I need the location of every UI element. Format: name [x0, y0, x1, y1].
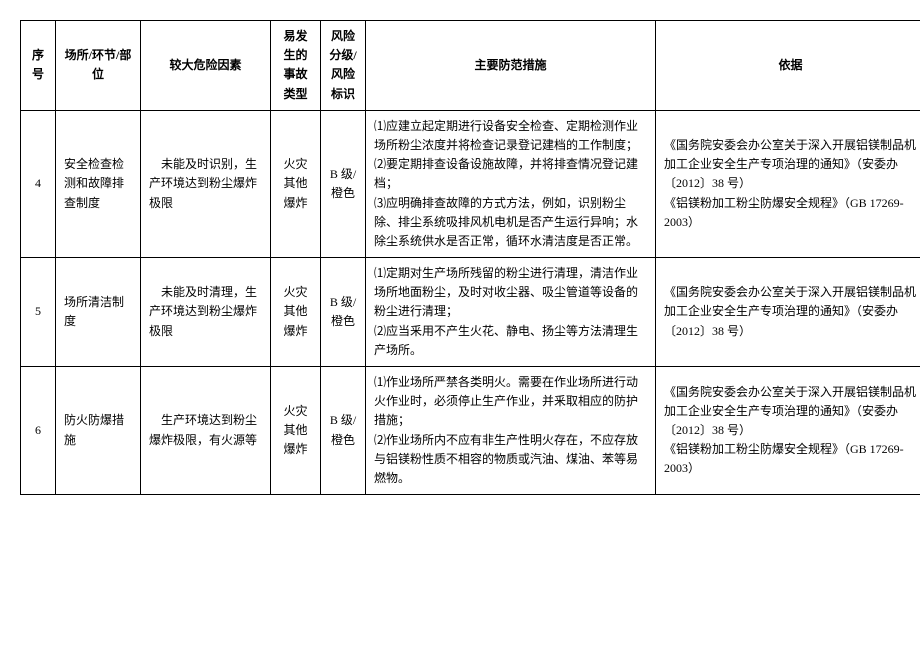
cell-accident: 火灾其他爆炸 [271, 258, 321, 367]
cell-measures: ⑴定期对生产场所残留的粉尘进行清理，清洁作业场所地面粉尘，及时对收尘器、吸尘管道… [366, 258, 656, 367]
cell-risk: B 级/橙色 [321, 367, 366, 495]
header-basis: 依据 [656, 21, 920, 111]
cell-basis: 《国务院安委会办公室关于深入开展铝镁制品机加工企业安全生产专项治理的通知》（安委… [656, 110, 920, 257]
cell-seq: 4 [21, 110, 56, 257]
table-header: 序号 场所/环节/部位 较大危险因素 易发生的事故类型 风险分级/风险标识 主要… [21, 21, 920, 111]
header-risk: 风险分级/风险标识 [321, 21, 366, 111]
risk-table: 序号 场所/环节/部位 较大危险因素 易发生的事故类型 风险分级/风险标识 主要… [20, 20, 920, 495]
table-row: 5 场所清洁制度 未能及时清理，生产环境达到粉尘爆炸极限 火灾其他爆炸 B 级/… [21, 258, 920, 367]
header-seq: 序号 [21, 21, 56, 111]
cell-hazard: 生产环境达到粉尘爆炸极限，有火源等 [141, 367, 271, 495]
cell-hazard: 未能及时识别，生产环境达到粉尘爆炸极限 [141, 110, 271, 257]
cell-measures: ⑴应建立起定期进行设备安全检查、定期检测作业场所粉尘浓度并将检查记录登记建档的工… [366, 110, 656, 257]
table-row: 4 安全检查检测和故障排查制度 未能及时识别，生产环境达到粉尘爆炸极限 火灾其他… [21, 110, 920, 257]
header-measures: 主要防范措施 [366, 21, 656, 111]
cell-seq: 5 [21, 258, 56, 367]
cell-measures: ⑴作业场所严禁各类明火。需要在作业场所进行动火作业时，必须停止生产作业，并釆取相… [366, 367, 656, 495]
cell-basis: 《国务院安委会办公室关于深入开展铝镁制品机加工企业安全生产专项治理的通知》（安委… [656, 367, 920, 495]
cell-hazard: 未能及时清理，生产环境达到粉尘爆炸极限 [141, 258, 271, 367]
header-hazard: 较大危险因素 [141, 21, 271, 111]
cell-seq: 6 [21, 367, 56, 495]
cell-place: 场所清洁制度 [56, 258, 141, 367]
cell-accident: 火灾其他爆炸 [271, 367, 321, 495]
cell-accident: 火灾其他爆炸 [271, 110, 321, 257]
header-place: 场所/环节/部位 [56, 21, 141, 111]
cell-basis: 《国务院安委会办公室关于深入开展铝镁制品机加工企业安全生产专项治理的通知》（安委… [656, 258, 920, 367]
cell-risk: B 级/橙色 [321, 258, 366, 367]
header-accident: 易发生的事故类型 [271, 21, 321, 111]
cell-place: 安全检查检测和故障排查制度 [56, 110, 141, 257]
table-row: 6 防火防爆措施 生产环境达到粉尘爆炸极限，有火源等 火灾其他爆炸 B 级/橙色… [21, 367, 920, 495]
cell-risk: B 级/橙色 [321, 110, 366, 257]
table-body: 4 安全检查检测和故障排查制度 未能及时识别，生产环境达到粉尘爆炸极限 火灾其他… [21, 110, 920, 494]
cell-place: 防火防爆措施 [56, 367, 141, 495]
